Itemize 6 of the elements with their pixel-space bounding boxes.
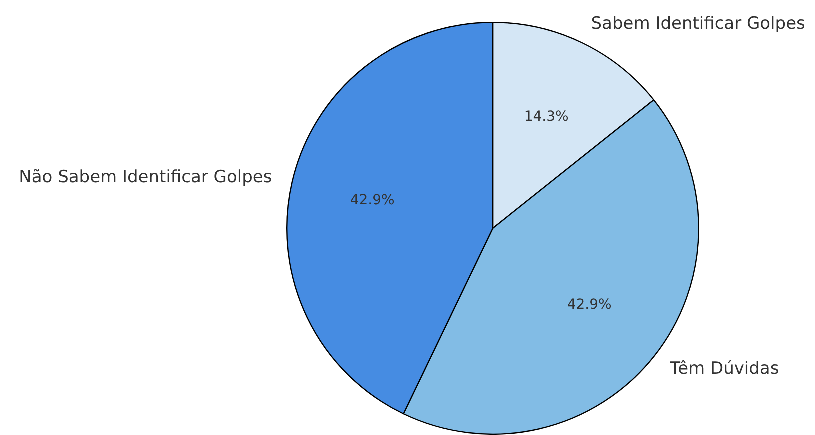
- slice-label: Sabem Identificar Golpes: [591, 14, 806, 34]
- slice-label: Não Sabem Identificar Golpes: [19, 168, 272, 188]
- data-label: 14.3%: [524, 108, 569, 125]
- data-label: 42.9%: [567, 297, 612, 314]
- slice-label: Têm Dúvidas: [669, 359, 780, 380]
- data-label: 42.9%: [350, 192, 395, 209]
